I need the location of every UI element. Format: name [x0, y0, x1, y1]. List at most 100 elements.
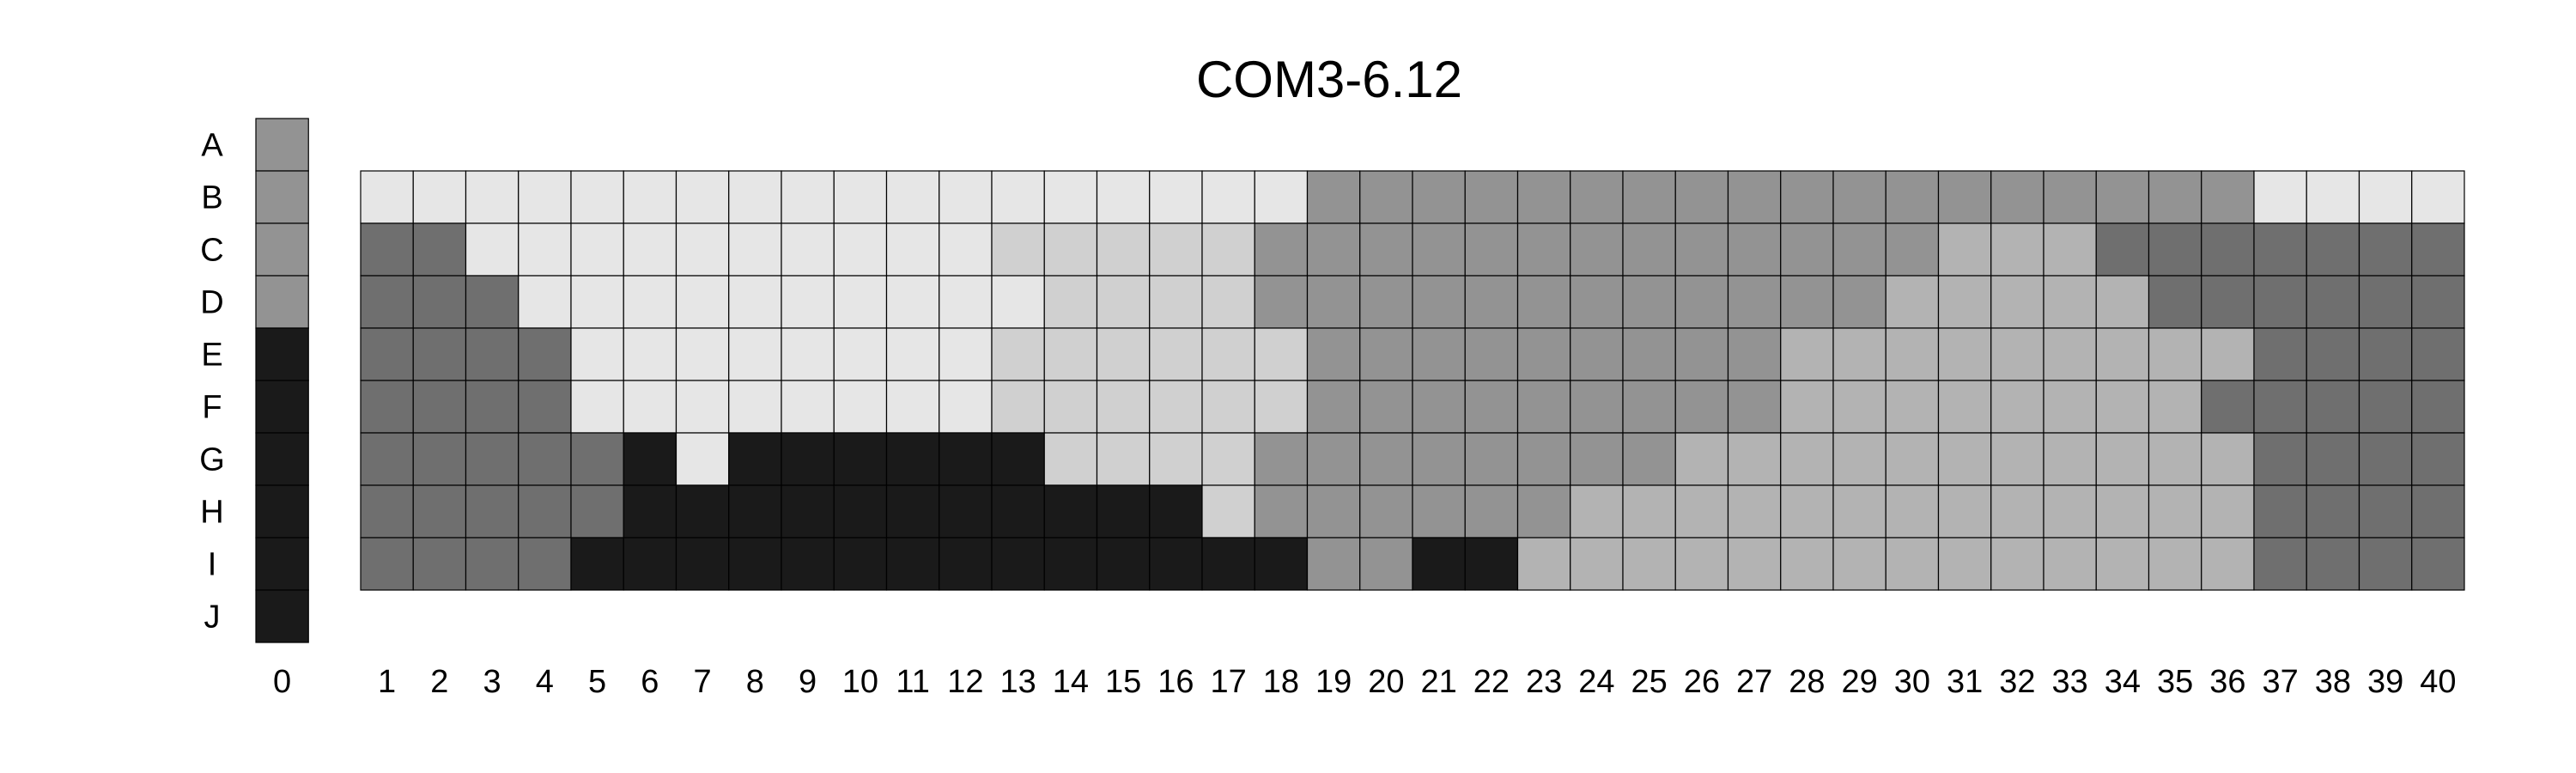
heatmap-cell-C28	[1780, 222, 1834, 277]
col-label-6: 6	[641, 664, 659, 700]
heatmap-cell-E29	[1832, 327, 1886, 381]
heatmap-cell-D35	[2148, 275, 2202, 329]
heatmap-cell-F14	[1043, 380, 1098, 434]
heatmap-cell-I2	[412, 537, 467, 591]
heatmap-cell-F12	[939, 380, 993, 434]
heatmap-cell-F7	[675, 380, 730, 434]
col-label-32: 32	[1999, 664, 2035, 700]
heatmap-cell-G1	[360, 432, 414, 486]
heatmap-cell-E4	[518, 327, 572, 381]
heatmap-cell-F20	[1359, 380, 1413, 434]
heatmap-cell-G19	[1306, 432, 1361, 486]
heatmap-cell-G8	[728, 432, 782, 486]
heatmap-cell-D24	[1570, 275, 1624, 329]
col-label-17: 17	[1210, 664, 1246, 700]
heatmap-cell-F6	[623, 380, 677, 434]
heatmap-cell-D28	[1780, 275, 1834, 329]
heatmap-cell-E40	[2411, 327, 2465, 381]
heatmap-cell-H5	[570, 484, 624, 539]
heatmap-cell-B3	[465, 170, 519, 224]
heatmap-cell-B25	[1622, 170, 1676, 224]
col-label-10: 10	[842, 664, 878, 700]
heatmap-cell-H8	[728, 484, 782, 539]
heatmap-cell-F5	[570, 380, 624, 434]
heatmap-cell-G15	[1096, 432, 1151, 486]
heatmap-cell-D27	[1727, 275, 1782, 329]
heatmap-cell-F2	[412, 380, 467, 434]
heatmap-cell-I26	[1674, 537, 1729, 591]
heatmap-cell-D30	[1885, 275, 1940, 329]
heatmap-cell-D32	[1990, 275, 2044, 329]
heatmap-cell-I14	[1043, 537, 1098, 591]
heatmap-cell-F15	[1096, 380, 1151, 434]
heatmap-cell-H24	[1570, 484, 1624, 539]
heatmap-cell-F30	[1885, 380, 1940, 434]
heatmap-cell-F1	[360, 380, 414, 434]
heatmap-cell-F34	[2095, 380, 2150, 434]
heatmap-cell-H18	[1254, 484, 1309, 539]
heatmap-cell-I37	[2253, 537, 2307, 591]
heatmap-cell-C6	[623, 222, 677, 277]
col-label-5: 5	[588, 664, 606, 700]
col-label-34: 34	[2105, 664, 2141, 700]
heatmap-cell-C7	[675, 222, 730, 277]
heatmap-cell-I13	[991, 537, 1045, 591]
heatmap-cell-H2	[412, 484, 467, 539]
heatmap-cell-I36	[2201, 537, 2255, 591]
heatmap-cell-H29	[1832, 484, 1886, 539]
heatmap-cell-D40	[2411, 275, 2465, 329]
heatmap-cell-F40	[2411, 380, 2465, 434]
heatmap-cell-H15	[1096, 484, 1151, 539]
heatmap-cell-G34	[2095, 432, 2150, 486]
heatmap-cell-E31	[1937, 327, 1992, 381]
heatmap-cell-F17	[1201, 380, 1255, 434]
heatmap-cell-D7	[675, 275, 730, 329]
heatmap-cell-G5	[570, 432, 624, 486]
heatmap-cell-H27	[1727, 484, 1782, 539]
heatmap-cell-E32	[1990, 327, 2044, 381]
heatmap-cell-D1	[360, 275, 414, 329]
heatmap-cell-D18	[1254, 275, 1309, 329]
heatmap-cell-H32	[1990, 484, 2044, 539]
heatmap-cell-F35	[2148, 380, 2202, 434]
heatmap-cell-B7	[675, 170, 730, 224]
heatmap-cell-B10	[833, 170, 888, 224]
heatmap-cell-I38	[2306, 537, 2360, 591]
heatmap-cell-B33	[2043, 170, 2097, 224]
heatmap-cell-I39	[2358, 537, 2413, 591]
heatmap-cell-E27	[1727, 327, 1782, 381]
heatmap-cell-G23	[1516, 432, 1571, 486]
heatmap-cell-D39	[2358, 275, 2413, 329]
heatmap-cell-H17	[1201, 484, 1255, 539]
heatmap-cell-E11	[885, 327, 940, 381]
heatmap-cell-F37	[2253, 380, 2307, 434]
heatmap-cell-H1	[360, 484, 414, 539]
col-label-37: 37	[2262, 664, 2298, 700]
heatmap-cell-B6	[623, 170, 677, 224]
col-label-8: 8	[746, 664, 764, 700]
heatmap-cell-I16	[1149, 537, 1203, 591]
heatmap-cell-D10	[833, 275, 888, 329]
heatmap-cell-C24	[1570, 222, 1624, 277]
heatmap-cell-E5	[570, 327, 624, 381]
heatmap-cell-G28	[1780, 432, 1834, 486]
heatmap-cell-E38	[2306, 327, 2360, 381]
heatmap-cell-F32	[1990, 380, 2044, 434]
heatmap-cell-D21	[1412, 275, 1466, 329]
heatmap-cell-G14	[1043, 432, 1098, 486]
heatmap-cell-H31	[1937, 484, 1992, 539]
row-label-C: C	[200, 233, 223, 269]
col-label-7: 7	[694, 664, 712, 700]
heatmap-cell-C37	[2253, 222, 2307, 277]
heatmap-cell-B32	[1990, 170, 2044, 224]
row-label-A: A	[201, 128, 223, 164]
heatmap-cell-D11	[885, 275, 940, 329]
heatmap-cell-B31	[1937, 170, 1992, 224]
heatmap-cell-H0	[255, 484, 309, 539]
heatmap-cell-E3	[465, 327, 519, 381]
heatmap-cell-G20	[1359, 432, 1413, 486]
heatmap-cell-I3	[465, 537, 519, 591]
heatmap-cell-I33	[2043, 537, 2097, 591]
heatmap-cell-I5	[570, 537, 624, 591]
